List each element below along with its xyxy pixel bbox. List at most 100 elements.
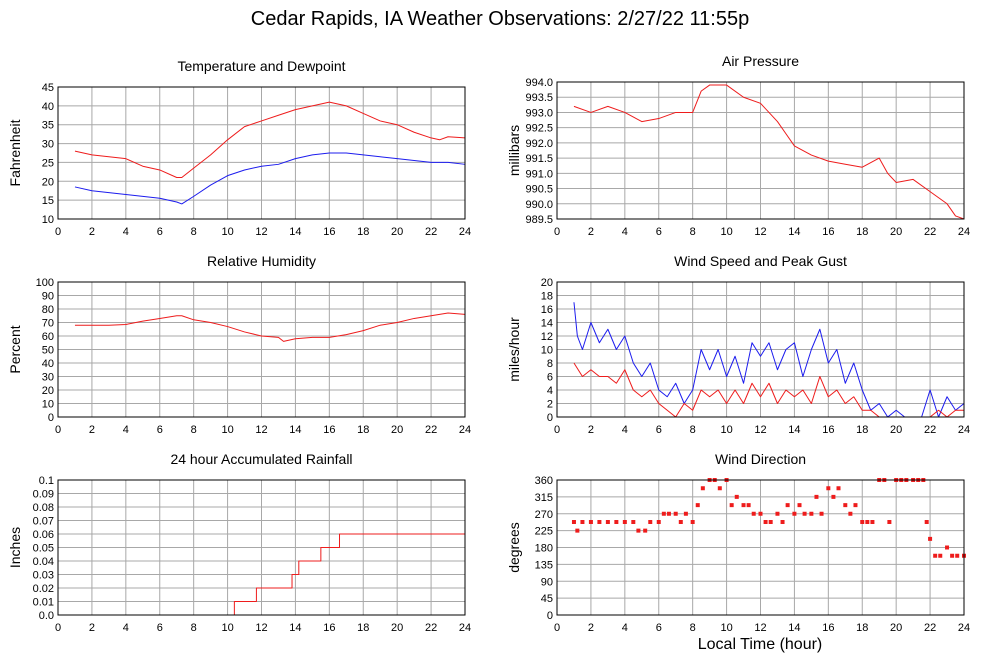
plot-frame — [556, 81, 965, 220]
y-tick-label: 14 — [541, 318, 553, 330]
x-tick-label: 18 — [357, 226, 369, 238]
data-point — [780, 520, 785, 524]
data-point — [678, 520, 683, 524]
data-point — [933, 553, 938, 558]
y-tick-label: 225 — [535, 526, 553, 538]
x-tick-label: 2 — [588, 226, 594, 238]
y-tick-label: 992.0 — [525, 138, 553, 150]
x-tick-label: 0 — [55, 424, 61, 436]
x-tick-label: 24 — [459, 226, 471, 238]
x-tick-label: 2 — [89, 622, 95, 634]
y-tick-label: 35 — [42, 120, 54, 132]
data-point — [848, 511, 853, 516]
data-point — [768, 520, 773, 524]
y-tick-label: 45 — [541, 593, 553, 605]
y-tick-label: 25 — [42, 157, 54, 169]
data-point — [928, 536, 933, 541]
y-tick-label: 0.08 — [33, 502, 54, 514]
data-point — [648, 520, 653, 524]
chart-title: 24 hour Accumulated Rainfall — [170, 451, 352, 467]
x-tick-label: 6 — [656, 424, 662, 436]
x-tick-label: 16 — [822, 622, 834, 634]
data-point — [695, 503, 700, 508]
x-tick-label: 18 — [856, 622, 868, 634]
y-tick-label: 15 — [42, 195, 54, 207]
plot-frame — [57, 281, 466, 418]
x-tick-label: 24 — [459, 622, 471, 634]
y-axis-label: miles/hour — [506, 317, 522, 382]
chart-title: Temperature and Dewpoint — [177, 58, 345, 74]
y-tick-label: 994.0 — [525, 77, 553, 89]
x-tick-label: 2 — [588, 622, 594, 634]
data-point — [690, 520, 695, 524]
x-tick-label: 20 — [890, 622, 902, 634]
series-line-blue — [573, 302, 965, 418]
y-tick-label: 270 — [535, 509, 553, 521]
data-point — [580, 520, 585, 524]
y-tick-label: 10 — [42, 214, 54, 226]
data-point — [814, 494, 819, 499]
x-tick-label: 24 — [958, 424, 970, 436]
x-tick-label: 16 — [822, 424, 834, 436]
x-tick-label: 16 — [323, 226, 335, 238]
y-tick-label: 18 — [541, 291, 553, 303]
y-tick-label: 40 — [42, 101, 54, 113]
x-tick-label: 2 — [89, 226, 95, 238]
data-point — [666, 511, 671, 516]
x-tick-label: 18 — [856, 424, 868, 436]
data-point — [751, 511, 756, 516]
y-tick-label: 30 — [42, 139, 54, 151]
x-axis-label: Local Time (hour) — [697, 636, 823, 653]
x-tick-label: 14 — [788, 622, 800, 634]
y-tick-label: 0 — [547, 610, 553, 622]
x-tick-label: 12 — [255, 424, 267, 436]
data-point — [865, 520, 870, 524]
data-point — [826, 486, 831, 491]
data-point — [758, 511, 763, 516]
x-tick-label: 6 — [656, 622, 662, 634]
y-tick-label: 80 — [42, 304, 54, 316]
y-tick-label: 315 — [535, 492, 553, 504]
y-tick-label: 45 — [42, 82, 54, 94]
y-tick-label: 0.07 — [33, 516, 54, 528]
y-tick-label: 0.05 — [33, 543, 54, 555]
x-tick-label: 0 — [55, 226, 61, 238]
y-tick-label: 135 — [535, 559, 553, 571]
series-line-blue — [74, 152, 466, 205]
x-tick-label: 24 — [459, 424, 471, 436]
x-tick-label: 4 — [622, 226, 628, 238]
y-tick-label: 4 — [547, 385, 553, 397]
data-point — [631, 520, 636, 524]
y-axis-label: Fahrenheit — [7, 119, 23, 186]
y-tick-label: 40 — [42, 358, 54, 370]
x-tick-label: 10 — [720, 622, 732, 634]
x-tick-label: 10 — [221, 424, 233, 436]
y-tick-label: 180 — [535, 543, 553, 555]
data-point — [831, 494, 836, 499]
x-tick-label: 0 — [554, 424, 560, 436]
x-tick-label: 2 — [588, 424, 594, 436]
data-point — [945, 545, 950, 550]
y-tick-label: 991.5 — [525, 153, 553, 165]
x-tick-label: 8 — [191, 622, 197, 634]
data-point — [643, 528, 648, 533]
data-point — [950, 553, 955, 558]
x-tick-label: 4 — [123, 424, 129, 436]
data-point — [955, 553, 960, 558]
y-tick-label: 20 — [42, 176, 54, 188]
data-point — [853, 503, 858, 508]
x-tick-label: 8 — [690, 226, 696, 238]
x-tick-label: 0 — [55, 622, 61, 634]
y-tick-label: 0.03 — [33, 570, 54, 582]
data-point — [870, 520, 875, 524]
data-point — [741, 503, 746, 508]
plot-frame — [57, 479, 466, 616]
y-tick-label: 0.1 — [39, 475, 54, 487]
data-point — [763, 520, 768, 524]
